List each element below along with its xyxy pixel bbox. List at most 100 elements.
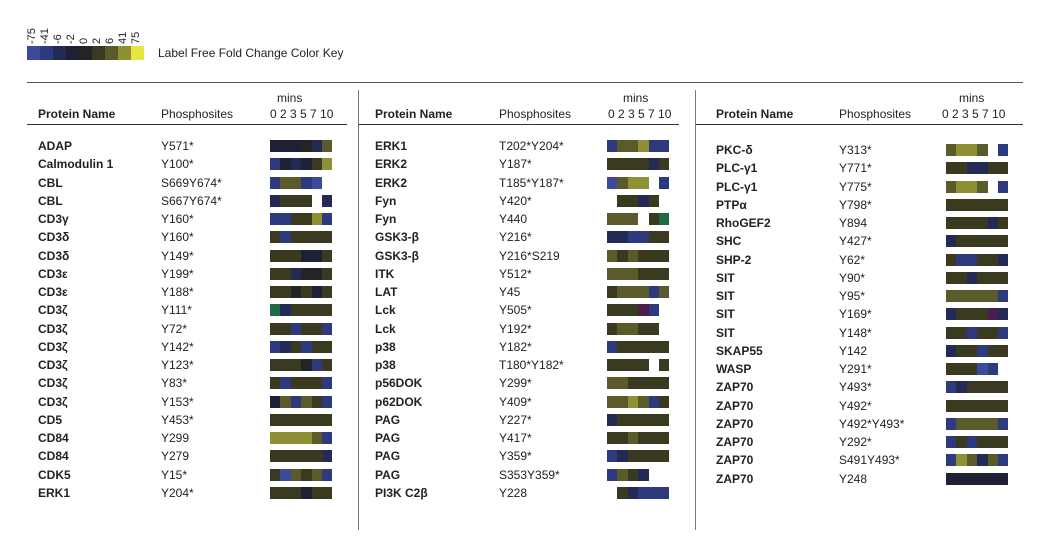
protein-name: CBL [38,193,63,208]
heatmap-cell [627,231,639,244]
heatmap-cell [977,308,988,321]
heatmap-cell [301,340,312,353]
heatmap-cell [977,436,988,448]
heatmap-cell [311,468,322,481]
phosphosite: Y192* [499,321,532,336]
heatmap-cell [311,432,322,444]
heatmap-cell [638,340,649,353]
heatmap-cell [956,308,967,321]
heatmap-cell [280,450,291,463]
heatmap-cell [270,304,281,317]
heatmap-cell [322,322,333,335]
heatmap-cell [627,176,639,189]
heatmap-cell [946,235,957,248]
heatmap-cell [607,176,618,189]
heatmap-cell [270,486,281,499]
heatmap-cell [270,194,281,207]
phosphosite: Y142 [839,343,868,358]
heatmap-cell [956,290,967,302]
heatmap-cell [301,377,312,390]
heatmap-cell [627,249,639,262]
protein-name: ZAP70 [716,435,754,449]
protein-name: PTPα [716,197,747,212]
heatmap-cell [648,140,659,152]
heatmap-cell [627,286,639,298]
heatmap-cell [607,432,618,444]
protein-name: CDK5 [38,467,71,482]
heatmap-row: CD3δ Y160* [38,229,338,247]
heatmap-cell [617,213,628,225]
protein-name-header: Protein Name [38,107,116,121]
protein-name: PI3K C2β [375,485,428,500]
protein-name: LAT [375,285,398,299]
heatmap-row: CD3ζ Y142* [38,339,338,357]
heatmap-cell [638,377,649,390]
heatmap-cell [659,267,670,280]
heatmap-cell [966,271,978,284]
heatmap-cell [966,436,978,448]
heatmap-cell [617,322,628,335]
protein-name: CD3ε [38,285,68,299]
heatmap-cell [946,381,957,394]
protein-name: ERK2 [375,157,408,172]
heatmap-cell [998,417,1009,430]
heatmap-cell [627,340,639,353]
phosphosite: Y440 [499,212,528,226]
protein-name: SKAP55 [716,343,763,358]
color-key-tick: 6 [104,37,116,44]
heatmap-cell [638,395,649,408]
phosphosites-header: Phosphosites [161,107,234,121]
protein-name: SHC [716,234,742,249]
heatmap-cell [946,344,957,357]
phosphosite: Y90* [839,270,866,285]
heatmap-cell [987,290,998,302]
heatmap-cell [270,286,281,298]
phosphosite: Y771* [839,161,872,176]
color-key-tick: 41 [117,31,129,44]
heatmap-cell [638,450,649,463]
heatmap-cell [946,217,957,229]
heatmap-cell [998,144,1009,156]
heatmap-row: CD3δ Y149* [38,248,338,266]
color-key-tick: 75 [130,31,142,44]
heatmap-cell [270,267,281,280]
heatmap-cell [311,359,322,371]
color-key-tick: -75 [26,28,38,44]
phosphosite: Y62* [839,252,866,267]
heatmap-cell [966,235,978,248]
heatmap-row: ITK Y512* [375,266,675,284]
heatmap-cell [311,231,322,244]
heatmap-cell [311,340,322,353]
phosphosite: Y279 [161,449,190,464]
heatmap-cell [290,432,302,444]
heatmap-row: ERK1 Y204* [38,485,338,503]
heatmap-cell [290,359,302,371]
heatmap-cell [311,213,322,225]
protein-name: PLC-γ1 [716,161,758,176]
heatmap-cell [290,158,302,171]
heatmap-cell [607,213,618,225]
heatmap-cell [956,436,967,448]
heatmap-cell [946,472,957,485]
heatmap-cell [301,176,312,189]
heatmap-cell [270,340,281,353]
heatmap-cell [638,286,649,298]
heatmap-cell [987,436,998,448]
heatmap-cell [966,363,978,375]
heatmap-row: PKC-δ Y313* [716,142,1016,160]
heatmap-row: SHP-2 Y62* [716,252,1016,270]
phosphosite: Y188* [161,285,194,299]
heatmap-cell [280,267,291,280]
heatmap-cell [301,249,312,262]
heatmap-cell [956,344,967,357]
heatmap-cell [617,286,628,298]
heatmap-cell [311,304,322,317]
heatmap-cell [280,377,291,390]
heatmap-cell [301,486,312,499]
heatmap-cell [270,377,281,390]
phosphosite: Y45 [499,285,521,299]
heatmap-cell [270,322,281,335]
heatmap-cell [966,454,978,467]
heatmap-cell [956,180,967,193]
heatmap-cell [966,217,978,229]
